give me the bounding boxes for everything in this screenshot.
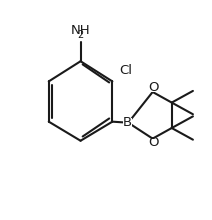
Text: O: O (148, 136, 159, 149)
Text: 2: 2 (77, 30, 83, 40)
Text: NH: NH (71, 24, 91, 37)
Text: Cl: Cl (120, 64, 133, 77)
FancyBboxPatch shape (149, 84, 158, 92)
FancyBboxPatch shape (123, 119, 132, 127)
FancyBboxPatch shape (149, 139, 158, 147)
Text: O: O (148, 81, 159, 94)
FancyBboxPatch shape (67, 25, 88, 36)
Text: B: B (123, 116, 132, 129)
FancyBboxPatch shape (119, 66, 133, 75)
